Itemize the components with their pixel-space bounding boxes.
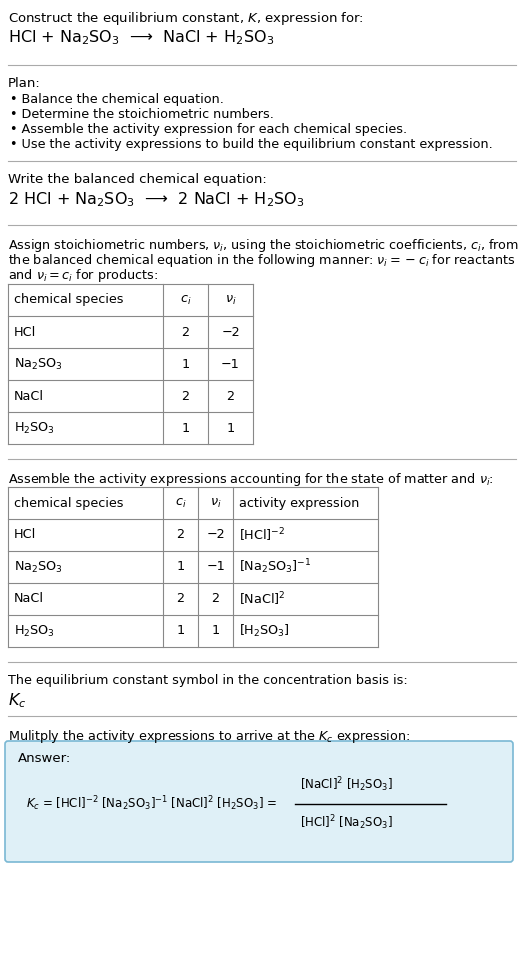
Text: 2: 2: [177, 592, 184, 606]
Text: HCl + Na$_2$SO$_3$  ⟶  NaCl + H$_2$SO$_3$: HCl + Na$_2$SO$_3$ ⟶ NaCl + H$_2$SO$_3$: [8, 28, 274, 47]
Text: $\nu_i$: $\nu_i$: [210, 497, 221, 509]
Text: 1: 1: [226, 421, 235, 434]
Text: Mulitply the activity expressions to arrive at the $K_c$ expression:: Mulitply the activity expressions to arr…: [8, 728, 410, 745]
Text: and $\nu_i = c_i$ for products:: and $\nu_i = c_i$ for products:: [8, 267, 158, 284]
Text: Plan:: Plan:: [8, 77, 41, 90]
Text: 1: 1: [177, 561, 184, 573]
Text: 2: 2: [181, 325, 190, 339]
Text: 1: 1: [177, 625, 184, 637]
FancyBboxPatch shape: [5, 741, 513, 862]
Text: 2: 2: [181, 389, 190, 403]
Text: • Determine the stoichiometric numbers.: • Determine the stoichiometric numbers.: [10, 108, 274, 121]
Text: [Na$_2$SO$_3$]$^{-1}$: [Na$_2$SO$_3$]$^{-1}$: [239, 558, 311, 576]
Text: 1: 1: [212, 625, 220, 637]
Text: 2: 2: [226, 389, 235, 403]
Text: The equilibrium constant symbol in the concentration basis is:: The equilibrium constant symbol in the c…: [8, 674, 408, 687]
Text: Na$_2$SO$_3$: Na$_2$SO$_3$: [14, 356, 63, 371]
Text: 2: 2: [212, 592, 220, 606]
Text: 1: 1: [181, 421, 190, 434]
Text: Construct the equilibrium constant, $K$, expression for:: Construct the equilibrium constant, $K$,…: [8, 10, 364, 27]
Text: [H$_2$SO$_3$]: [H$_2$SO$_3$]: [239, 623, 290, 639]
Text: 2 HCl + Na$_2$SO$_3$  ⟶  2 NaCl + H$_2$SO$_3$: 2 HCl + Na$_2$SO$_3$ ⟶ 2 NaCl + H$_2$SO$…: [8, 190, 305, 209]
Text: $c_i$: $c_i$: [175, 497, 186, 509]
Text: Write the balanced chemical equation:: Write the balanced chemical equation:: [8, 173, 267, 186]
Text: −2: −2: [206, 528, 225, 542]
Text: H$_2$SO$_3$: H$_2$SO$_3$: [14, 420, 55, 435]
Text: Assemble the activity expressions accounting for the state of matter and $\nu_i$: Assemble the activity expressions accoun…: [8, 471, 494, 488]
Text: H$_2$SO$_3$: H$_2$SO$_3$: [14, 623, 55, 638]
Text: HCl: HCl: [14, 325, 36, 339]
Text: −1: −1: [221, 358, 240, 370]
Text: $\nu_i$: $\nu_i$: [225, 294, 236, 306]
Text: $K_c$ = [HCl]$^{-2}$ [Na$_2$SO$_3$]$^{-1}$ [NaCl]$^2$ [H$_2$SO$_3$] =: $K_c$ = [HCl]$^{-2}$ [Na$_2$SO$_3$]$^{-1…: [26, 794, 277, 813]
Text: −2: −2: [221, 325, 240, 339]
Text: [HCl]$^{-2}$: [HCl]$^{-2}$: [239, 526, 285, 544]
Text: chemical species: chemical species: [14, 294, 124, 306]
Text: [NaCl]$^2$: [NaCl]$^2$: [239, 590, 286, 608]
Text: 2: 2: [177, 528, 184, 542]
Text: the balanced chemical equation in the following manner: $\nu_i = -c_i$ for react: the balanced chemical equation in the fo…: [8, 252, 516, 269]
Text: Assign stoichiometric numbers, $\nu_i$, using the stoichiometric coefficients, $: Assign stoichiometric numbers, $\nu_i$, …: [8, 237, 519, 254]
Text: NaCl: NaCl: [14, 389, 44, 403]
Text: $c_i$: $c_i$: [180, 294, 191, 306]
Text: • Use the activity expressions to build the equilibrium constant expression.: • Use the activity expressions to build …: [10, 138, 493, 151]
Text: HCl: HCl: [14, 528, 36, 542]
Text: • Assemble the activity expression for each chemical species.: • Assemble the activity expression for e…: [10, 123, 407, 136]
Text: [NaCl]$^2$ [H$_2$SO$_3$]: [NaCl]$^2$ [H$_2$SO$_3$]: [300, 776, 393, 794]
Text: Answer:: Answer:: [18, 752, 71, 765]
Text: chemical species: chemical species: [14, 497, 124, 509]
Text: • Balance the chemical equation.: • Balance the chemical equation.: [10, 93, 224, 106]
Text: 1: 1: [181, 358, 190, 370]
Text: [HCl]$^2$ [Na$_2$SO$_3$]: [HCl]$^2$ [Na$_2$SO$_3$]: [300, 813, 393, 833]
Text: −1: −1: [206, 561, 225, 573]
Text: Na$_2$SO$_3$: Na$_2$SO$_3$: [14, 560, 63, 574]
Text: activity expression: activity expression: [239, 497, 359, 509]
Text: NaCl: NaCl: [14, 592, 44, 606]
Text: $K_c$: $K_c$: [8, 691, 26, 710]
